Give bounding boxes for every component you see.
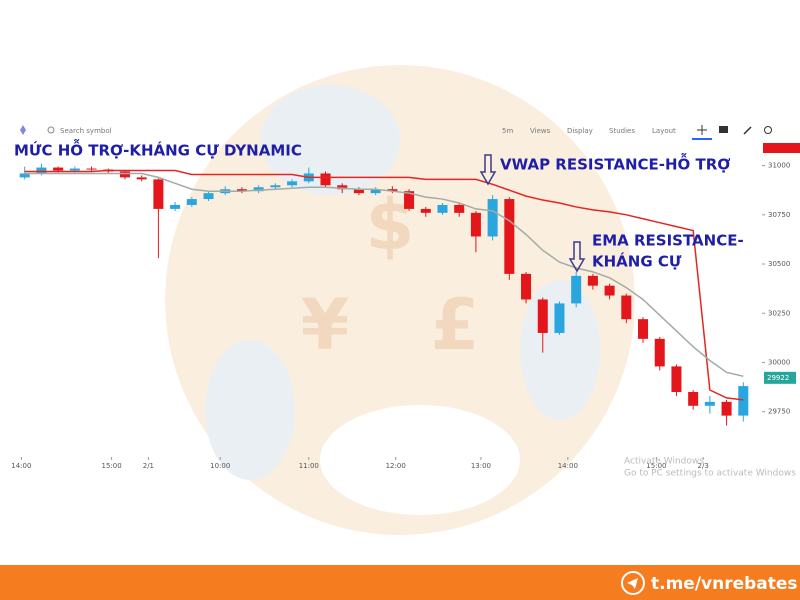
candle-body xyxy=(86,168,97,170)
toolbar: Search symbol 5m Views Display Studies L… xyxy=(20,125,772,140)
candle-body xyxy=(337,185,348,190)
candle-body xyxy=(170,204,181,209)
candle-body xyxy=(119,171,130,178)
os-watermark: Activate Windows xyxy=(624,457,704,467)
logo-icon xyxy=(20,125,26,135)
footer-bar xyxy=(0,565,800,600)
candle-body xyxy=(604,285,615,296)
candle-body xyxy=(253,187,264,192)
annotation: KHÁNG CỰ xyxy=(592,252,682,271)
os-watermark: Go to PC settings to activate Windows xyxy=(624,469,796,479)
candle-body xyxy=(704,401,715,406)
candle-body xyxy=(203,193,214,200)
candle-body xyxy=(587,275,598,286)
crosshair-button[interactable] xyxy=(697,125,707,135)
candle-body xyxy=(554,303,565,333)
svg-text:£: £ xyxy=(431,284,480,366)
annotation: MỨC HỖ TRỢ-KHÁNG CỰ DYNAMIC xyxy=(14,139,302,160)
candle-body xyxy=(370,189,381,194)
comment-button[interactable] xyxy=(719,126,728,133)
candle-body xyxy=(353,189,364,194)
price-tag xyxy=(763,143,800,153)
x-tick-label: 2/3 xyxy=(698,462,709,470)
candle-body xyxy=(69,168,80,171)
indicator-line xyxy=(24,169,744,401)
x-tick-label: 13:00 xyxy=(471,462,491,470)
y-tick-label: 29750 xyxy=(768,408,790,416)
candle-body xyxy=(738,386,749,416)
x-tick-label: 15:00 xyxy=(646,462,666,470)
candle-body xyxy=(621,295,632,320)
candle-body xyxy=(654,338,665,367)
candle-body xyxy=(136,177,147,180)
x-tick-label: 12:00 xyxy=(386,462,406,470)
candle-body xyxy=(437,204,448,213)
y-tick-label: 30750 xyxy=(768,211,790,219)
arrow xyxy=(479,154,497,186)
candle-body xyxy=(153,179,164,209)
indicator-line xyxy=(24,172,744,377)
x-tick-label: 14:00 xyxy=(558,462,578,470)
candle-body xyxy=(320,173,331,186)
annotation: VWAP RESISTANCE-HỖ TRỢ xyxy=(500,153,730,174)
telegram-icon xyxy=(621,571,645,595)
y-tick-label: 30000 xyxy=(768,358,790,366)
candle-body xyxy=(36,167,47,174)
candle-body xyxy=(521,273,532,300)
candle-body xyxy=(721,401,732,416)
candle-body xyxy=(270,185,281,188)
last-price-label: 29922 xyxy=(767,374,789,382)
candle-body xyxy=(688,392,699,406)
candle-body xyxy=(420,208,431,213)
draw-button[interactable] xyxy=(743,126,752,135)
footer-link[interactable]: t.me/vnrebates xyxy=(651,574,798,594)
y-tick-label: 30500 xyxy=(768,260,790,268)
y-tick-label: 31000 xyxy=(768,162,790,170)
candle-body xyxy=(19,173,30,178)
candle-body xyxy=(387,189,398,192)
candle-body xyxy=(287,181,298,186)
x-tick-label: 15:00 xyxy=(102,462,122,470)
toolbar-item[interactable]: Display xyxy=(567,127,593,135)
candle-body xyxy=(487,199,498,237)
candle-body xyxy=(638,319,649,339)
annotations: MỨC HỖ TRỢ-KHÁNG CỰ DYNAMIC VWAP RESISTA… xyxy=(14,139,744,273)
search-icon xyxy=(47,126,55,134)
candle-body xyxy=(504,199,515,274)
arrow xyxy=(568,241,586,273)
telegram-plane xyxy=(627,578,638,589)
candle-body xyxy=(454,204,465,213)
x-tick-label: 14:00 xyxy=(11,462,31,470)
candle-body xyxy=(571,275,582,304)
x-tick-label: 10:00 xyxy=(210,462,230,470)
candle-body xyxy=(186,199,197,205)
candle-body xyxy=(53,167,64,171)
candle-body xyxy=(671,366,682,392)
toolbar-item[interactable]: Views xyxy=(530,127,551,135)
refresh-button[interactable] xyxy=(764,126,772,134)
candle-body xyxy=(236,189,247,192)
toolbar-item[interactable]: Studies xyxy=(609,127,635,135)
toolbar-item[interactable]: 5m xyxy=(502,127,513,135)
candle-body xyxy=(470,212,481,237)
annotation: EMA RESISTANCE- xyxy=(592,232,744,250)
search-box[interactable]: Search symbol xyxy=(60,127,112,135)
y-tick-label: 30250 xyxy=(768,309,790,317)
toolbar-item[interactable]: Layout xyxy=(652,127,676,135)
svg-text:¥: ¥ xyxy=(301,284,350,366)
x-tick-label: 11:00 xyxy=(299,462,319,470)
plot: 31000 30750 30500 30250 30000 29750 14:00 15:00… xyxy=(11,162,796,470)
footer: t.me/vnrebates xyxy=(0,565,800,600)
candle-body xyxy=(537,299,548,333)
candle-body xyxy=(404,191,415,209)
x-tick-label: 2/1 xyxy=(143,462,154,470)
last-price-tag xyxy=(764,371,796,384)
